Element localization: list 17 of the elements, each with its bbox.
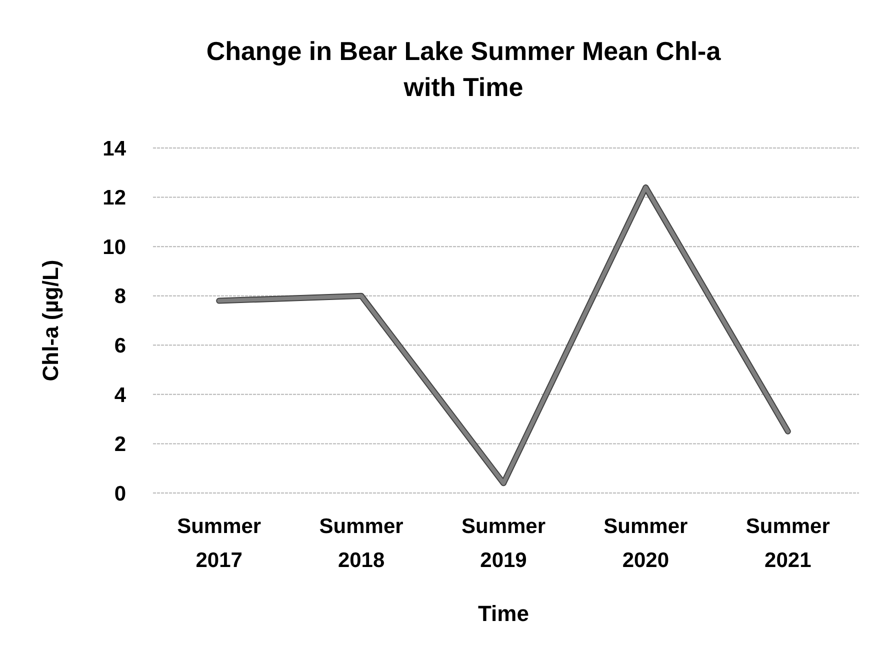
x-axis-title: Time	[478, 601, 529, 626]
y-tick-label: 6	[114, 334, 126, 358]
y-tick-label: 12	[102, 186, 126, 210]
y-tick-label: 8	[114, 285, 126, 308]
y-tick-label: 4	[114, 384, 126, 407]
y-tick-label: 10	[102, 236, 126, 259]
line-series	[216, 184, 791, 486]
x-tick-label: Summer 2017	[177, 515, 262, 572]
x-tick-label: Summer 2021	[746, 515, 830, 572]
y-tick-label: 2	[114, 433, 126, 456]
x-tick-label: Summer 2019	[461, 515, 546, 572]
x-tick-label: Summer 2020	[604, 515, 688, 572]
y-tick-label: 14	[102, 137, 126, 160]
x-tick-label: Summer 2018	[319, 515, 404, 572]
chart-title: Change in Bear Lake Summer Mean Chl-a with Time	[206, 36, 722, 102]
y-tick-label: 0	[114, 482, 126, 506]
y-axis-title: Chl-a (µg/L)	[38, 260, 63, 382]
